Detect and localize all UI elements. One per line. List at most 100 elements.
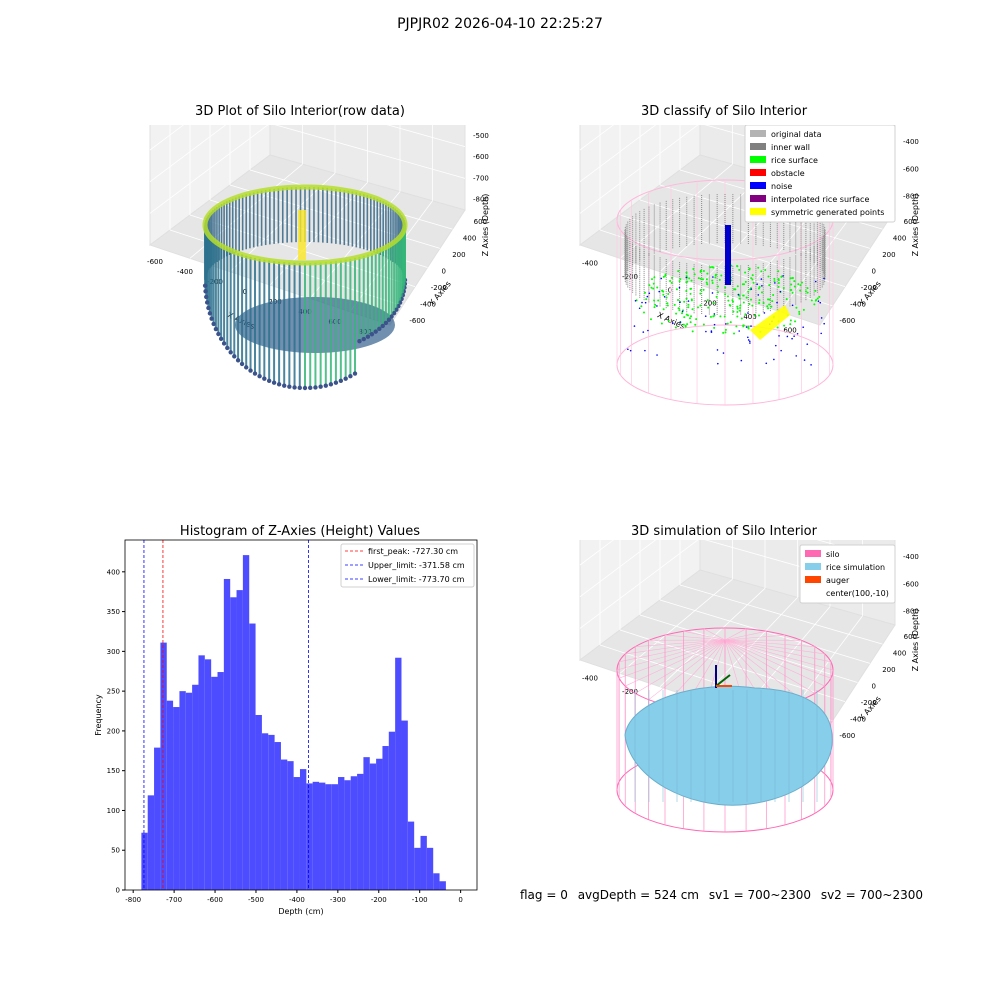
- plot1-point: [313, 385, 318, 390]
- plot2-rice-point: [691, 308, 694, 311]
- plot4-roof-line: [724, 634, 786, 641]
- plot2-noise-point: [820, 317, 823, 319]
- plot2-legend-label: interpolated rice surface: [771, 195, 869, 204]
- plot2-rice-point: [758, 299, 761, 302]
- plot1-point: [276, 382, 282, 387]
- plot2-legend-swatch: [750, 143, 766, 150]
- plot1-ytick: 0: [442, 268, 446, 276]
- plot2-legend-swatch: [750, 156, 766, 163]
- plot2-rice-point: [665, 296, 668, 299]
- plot2-noise-point: [648, 292, 651, 295]
- histogram-bar: [280, 759, 288, 890]
- plot2-legend-swatch: [750, 169, 766, 176]
- plot3-xlabel: Depth (cm): [278, 907, 323, 916]
- histogram-bar: [395, 657, 402, 890]
- plot2-legend-swatch: [750, 208, 766, 215]
- plot2-noise-point: [803, 359, 806, 361]
- plot1-point: [252, 371, 258, 376]
- plot2-rice-point: [716, 285, 719, 288]
- plot2-rice-point: [677, 270, 680, 273]
- plot1-point: [203, 289, 208, 294]
- plot2-noise-point: [747, 336, 749, 339]
- histogram-bar: [179, 691, 186, 890]
- plot2-noise-cluster: [725, 225, 731, 285]
- plot1-point: [218, 336, 224, 342]
- plot4-roof-line: [724, 639, 815, 694]
- plot2-zlabel: Z Axies (Depth): [911, 194, 920, 257]
- plot2-noise-point: [716, 349, 719, 351]
- plot2-rice-point: [677, 299, 680, 302]
- plot2-rice-point: [715, 295, 718, 298]
- plot1-point: [302, 385, 308, 391]
- histogram-bar: [293, 777, 300, 890]
- plot2-noise-point: [780, 349, 782, 352]
- plot2-noise-point: [627, 348, 629, 351]
- plot2-rice-point: [773, 277, 776, 280]
- plot2-noise-point: [722, 352, 725, 354]
- plot2-noise-point: [786, 335, 789, 338]
- plot2-noise-point: [679, 301, 681, 304]
- plot2-noise-point: [705, 330, 707, 333]
- plot2-rice-point: [799, 284, 802, 287]
- plot2-rice-point: [751, 304, 754, 307]
- plot2-rice-point: [716, 291, 719, 294]
- plot2-rice-point: [757, 266, 760, 269]
- plot2-rice-point: [758, 286, 761, 289]
- plot1-ztick: -600: [473, 153, 489, 161]
- plot2-rice-point: [799, 289, 802, 292]
- plot2-rice-point: [671, 276, 674, 279]
- plot2-rice-point: [681, 312, 684, 315]
- plot2-rice-point: [739, 304, 742, 307]
- histogram-bar: [160, 642, 167, 890]
- plot1-point: [244, 365, 249, 370]
- plot2-rice-point: [723, 315, 726, 318]
- plot2-rice-point: [777, 281, 780, 284]
- plot2-rice-point: [727, 299, 730, 302]
- histogram-bar: [363, 757, 370, 890]
- plot1-point: [262, 376, 267, 381]
- plot2-rice-point: [742, 324, 745, 327]
- plot2-rice-point: [687, 303, 690, 306]
- plot2-rice-point: [804, 290, 807, 293]
- plot1-point: [297, 385, 302, 391]
- plot1-point: [386, 317, 392, 322]
- plot3-ytick: 50: [111, 847, 120, 855]
- plot1-ytick: 400: [463, 235, 476, 243]
- plot2-rice-point: [736, 310, 739, 313]
- plot2-rice-point: [677, 307, 680, 310]
- plot2-rice-point: [766, 305, 769, 308]
- plot2-rice-point: [751, 274, 754, 277]
- plot4-roof-line: [724, 639, 832, 679]
- plot2-rice-point: [777, 285, 780, 288]
- plot4-roof-line: [724, 628, 747, 641]
- plot2-rice-point: [691, 330, 694, 333]
- plot2-rice-point: [793, 280, 796, 283]
- plot1-point: [328, 382, 334, 387]
- plot2-rice-point: [733, 332, 736, 335]
- plot1-xtick: 0: [243, 288, 247, 296]
- plot3-ylabel: Frequency: [94, 694, 103, 736]
- plot1-point: [248, 368, 253, 373]
- plot2-rice-point: [673, 303, 676, 306]
- plot4-legend-label: auger: [826, 576, 850, 585]
- plot2-noise-point: [745, 326, 748, 328]
- plot4-ytick: 200: [882, 666, 895, 674]
- plot4-roof-line: [648, 639, 726, 700]
- plot2-rice-point: [748, 302, 751, 305]
- plot4-roof-line: [724, 639, 825, 655]
- plot2-noise-point: [634, 299, 637, 302]
- plot2-rice-point: [654, 303, 657, 306]
- plot2-noise-point: [710, 330, 713, 332]
- plot2-rice-point: [770, 305, 773, 308]
- plot2-xtick: 0: [668, 286, 672, 294]
- plot2-rice-point: [768, 298, 771, 301]
- plot4-legend-label: rice simulation: [826, 563, 885, 572]
- plot1-point: [389, 314, 394, 319]
- plot4-title: 3D simulation of Silo Interior: [631, 524, 817, 539]
- histogram-bar: [204, 659, 212, 890]
- plot2-rice-point: [645, 298, 648, 301]
- plot2-xtick: -200: [622, 273, 638, 281]
- plot4-roof-line: [635, 639, 726, 647]
- plot2-rice-point: [758, 301, 761, 304]
- plot2-rice-point: [667, 292, 670, 295]
